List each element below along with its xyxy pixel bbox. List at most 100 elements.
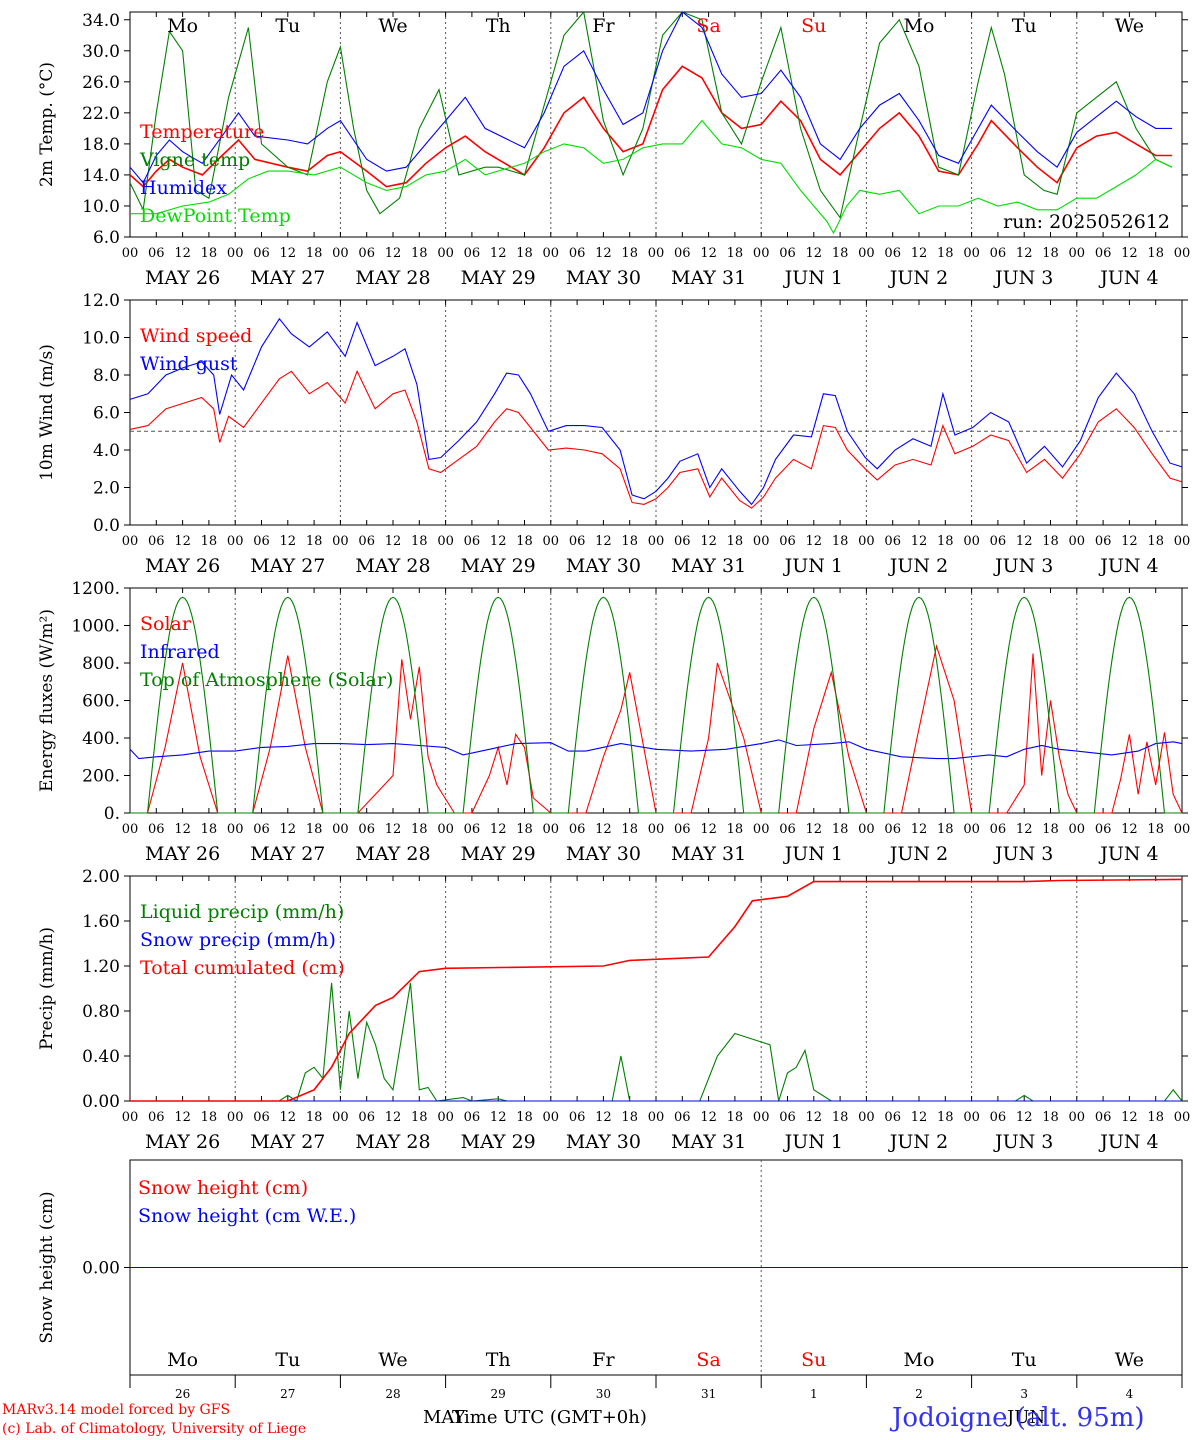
x-hour-label: 18 — [832, 534, 849, 549]
legend-entry: Top of Atmosphere (Solar) — [140, 669, 393, 691]
y-tick-label: 14.0 — [82, 166, 120, 186]
legend-entry: Snow precip (mm/h) — [140, 929, 336, 951]
x-hour-label: 12 — [595, 246, 612, 261]
month-label-right: JUN — [1007, 1407, 1046, 1428]
x-hour-label: 00 — [543, 246, 560, 261]
y-tick-label: 22.0 — [82, 104, 120, 124]
x-hour-label: 12 — [174, 246, 191, 261]
x-hour-label: 00 — [753, 1110, 770, 1125]
x-hour-label: 00 — [1069, 246, 1086, 261]
y-axis-label: Snow height (cm) — [37, 1191, 57, 1343]
x-hour-label: 06 — [1095, 822, 1112, 837]
x-hour-label: 00 — [1174, 822, 1191, 837]
x-hour-label: 00 — [648, 1110, 665, 1125]
x-hour-label: 06 — [990, 246, 1007, 261]
x-hour-label: 00 — [963, 246, 980, 261]
x-hour-label: 00 — [963, 822, 980, 837]
x-date-label: JUN 3 — [993, 843, 1053, 865]
x-date-label: JUN 3 — [993, 267, 1053, 289]
bottom-day-name: Tu — [275, 1349, 300, 1371]
series-line-dewpoint-temp — [130, 119, 1173, 235]
x-hour-label: 00 — [753, 534, 770, 549]
series-line-temperature — [129, 65, 1173, 188]
x-hour-label: 06 — [990, 534, 1007, 549]
x-hour-label: 00 — [1069, 1110, 1086, 1125]
x-hour-label: 12 — [1121, 534, 1138, 549]
x-hour-label: 06 — [779, 246, 796, 261]
x-hour-label: 18 — [727, 1110, 744, 1125]
legend-entry: Humidex — [140, 177, 227, 199]
x-hour-label: 12 — [385, 822, 402, 837]
x-hour-label: 06 — [569, 822, 586, 837]
x-hour-label: 00 — [227, 822, 244, 837]
legend-entry: Temperature — [140, 121, 264, 143]
y-tick-label: 1.20 — [82, 957, 120, 977]
x-hour-label: 12 — [1016, 246, 1033, 261]
y-tick-label: 26.0 — [82, 73, 120, 93]
bottom-day-number: 28 — [385, 1387, 400, 1401]
x-hour-label: 00 — [543, 1110, 560, 1125]
x-hour-label: 00 — [332, 246, 349, 261]
x-hour-label: 00 — [648, 246, 665, 261]
x-hour-label: 18 — [411, 822, 428, 837]
x-hour-label: 00 — [1174, 534, 1191, 549]
x-date-label: MAY 29 — [461, 555, 536, 577]
x-hour-label: 12 — [700, 822, 717, 837]
x-hour-label: 12 — [595, 534, 612, 549]
x-hour-label: 06 — [358, 246, 375, 261]
x-hour-label: 00 — [332, 1110, 349, 1125]
x-date-label: JUN 2 — [888, 843, 948, 865]
x-date-label: JUN 4 — [1098, 555, 1158, 577]
x-hour-label: 00 — [227, 534, 244, 549]
x-hour-label: 00 — [543, 822, 560, 837]
x-hour-label: 06 — [464, 1110, 481, 1125]
x-date-label: MAY 28 — [355, 555, 430, 577]
x-hour-label: 06 — [884, 246, 901, 261]
x-hour-label: 06 — [674, 1110, 691, 1125]
bottom-day-number: 2 — [915, 1387, 923, 1401]
x-hour-label: 00 — [543, 534, 560, 549]
x-hour-label: 18 — [516, 534, 533, 549]
bottom-day-number: 1 — [810, 1387, 818, 1401]
series-line-total-cumulated-cm- — [130, 878, 1183, 1102]
day-name-label: Tu — [275, 15, 300, 37]
day-name-label: We — [1115, 15, 1144, 37]
series-line-wind-speed — [129, 369, 1183, 509]
x-hour-label: 06 — [253, 1110, 270, 1125]
x-hour-label: 00 — [227, 1110, 244, 1125]
x-hour-label: 12 — [700, 1110, 717, 1125]
x-hour-label: 00 — [963, 1110, 980, 1125]
day-name-label: Mo — [904, 15, 935, 37]
bottom-day-number: 31 — [701, 1387, 716, 1401]
x-hour-label: 18 — [832, 246, 849, 261]
x-hour-label: 06 — [253, 246, 270, 261]
x-hour-label: 12 — [385, 534, 402, 549]
x-hour-label: 12 — [911, 246, 928, 261]
x-hour-label: 12 — [911, 1110, 928, 1125]
x-hour-label: 12 — [490, 534, 507, 549]
x-date-label: MAY 28 — [355, 843, 430, 865]
y-tick-label: 200. — [82, 767, 120, 787]
x-hour-label: 12 — [700, 246, 717, 261]
x-date-label: JUN 4 — [1098, 1131, 1158, 1153]
y-tick-label: 6.0 — [93, 228, 120, 248]
x-hour-label: 18 — [1042, 246, 1059, 261]
day-name-label: Su — [801, 15, 826, 37]
x-hour-label: 06 — [569, 246, 586, 261]
x-hour-label: 12 — [174, 1110, 191, 1125]
x-hour-label: 00 — [1069, 534, 1086, 549]
series-line-infrared — [129, 739, 1183, 760]
x-hour-label: 00 — [122, 534, 139, 549]
y-tick-label: 0.00 — [82, 1092, 120, 1112]
x-hour-label: 06 — [990, 1110, 1007, 1125]
legend-entry: Wind gust — [140, 353, 238, 375]
x-date-label: MAY 27 — [250, 555, 325, 577]
x-hour-label: 18 — [1147, 246, 1164, 261]
legend-entry: Vigne temp — [139, 149, 250, 171]
bottom-day-number: 4 — [1126, 1387, 1134, 1401]
y-tick-label: 1.60 — [82, 912, 120, 932]
series-line-wind-gust — [129, 317, 1183, 506]
x-hour-label: 12 — [1121, 822, 1138, 837]
x-hour-label: 00 — [858, 1110, 875, 1125]
